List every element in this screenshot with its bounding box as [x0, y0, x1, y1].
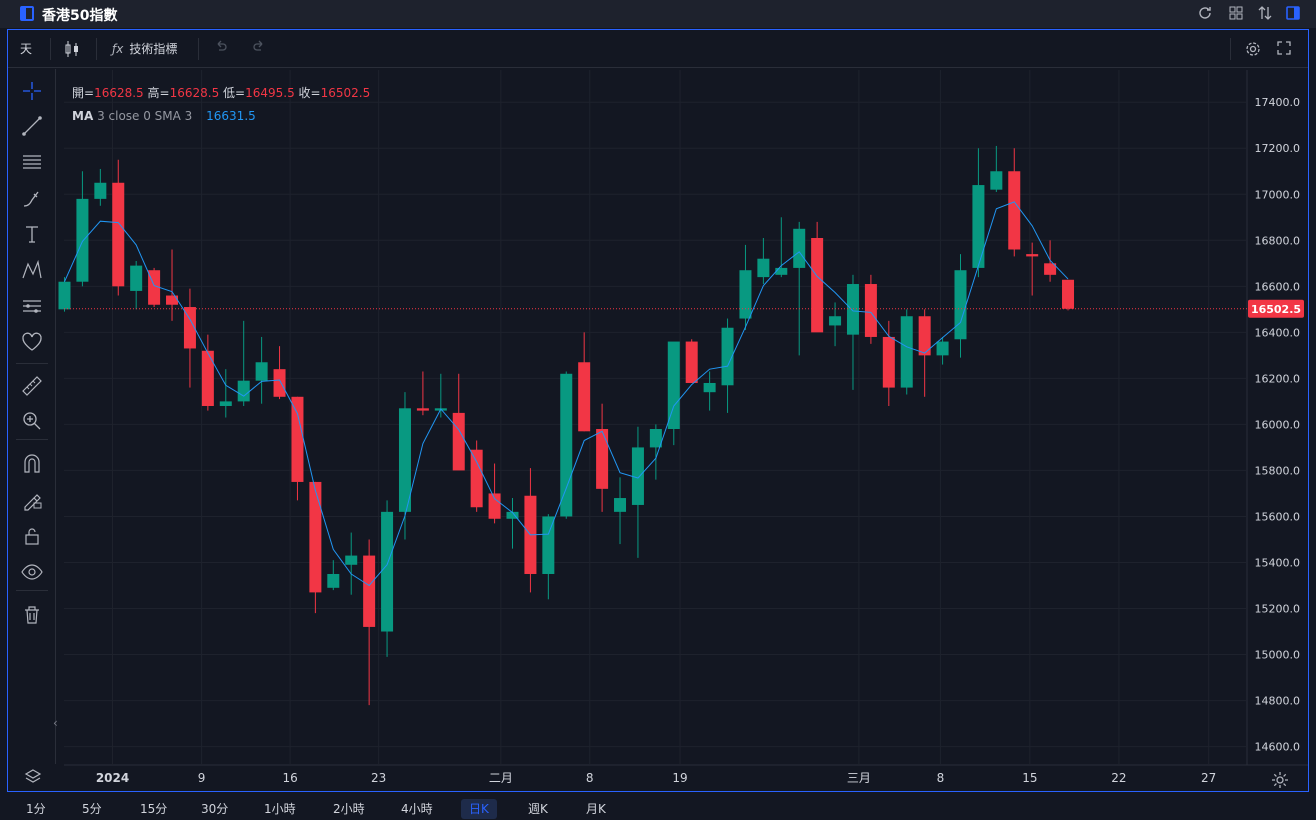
- open-label: 開=: [72, 86, 95, 100]
- settings-icon[interactable]: [1244, 40, 1262, 58]
- high-value: 16628.5: [169, 86, 220, 100]
- drawing-toolbar: [8, 69, 56, 764]
- toolbar-divider: [96, 38, 97, 60]
- ma-params: 3 close 0 SMA 3: [97, 109, 193, 123]
- trash-icon[interactable]: [20, 603, 44, 627]
- tf-30m[interactable]: 30分: [201, 802, 229, 816]
- toolbar-divider: [50, 38, 51, 60]
- tf-4h[interactable]: 4小時: [401, 802, 433, 816]
- redo-icon[interactable]: [252, 40, 266, 58]
- timeframe-bar: 1分 5分 15分 30分 1小時 2小時 4小時 日K 週K 月K: [8, 796, 1308, 820]
- low-label: 低=: [223, 86, 246, 100]
- toolbar-divider: [16, 439, 48, 440]
- chart-legend: 開=16628.5 高=16628.5 低=16495.5 收=16502.5 …: [72, 82, 370, 128]
- fullscreen-icon[interactable]: [1276, 40, 1292, 58]
- ma-value: 16631.5: [206, 109, 256, 123]
- zoom-in-icon[interactable]: [20, 409, 44, 433]
- ohlc-legend: 開=16628.5 高=16628.5 低=16495.5 收=16502.5: [72, 82, 370, 105]
- open-value: 16628.5: [94, 86, 144, 100]
- ma-name: MA: [72, 109, 94, 123]
- high-label: 高=: [147, 86, 170, 100]
- sort-arrows-icon[interactable]: [1256, 5, 1274, 23]
- chart-frame: [7, 29, 1309, 792]
- toolbar-divider: [1230, 38, 1231, 60]
- close-value: 16502.5: [320, 86, 371, 100]
- ruler-icon[interactable]: [20, 374, 44, 398]
- window-title: 香港50指數: [42, 8, 118, 24]
- close-label: 收=: [298, 86, 321, 100]
- layers-icon[interactable]: [24, 768, 42, 786]
- brush-icon[interactable]: [20, 186, 44, 210]
- refresh-icon[interactable]: [1196, 5, 1214, 23]
- collapse-toolbar-icon[interactable]: ‹: [53, 716, 58, 730]
- tf-weekly[interactable]: 週K: [528, 802, 548, 816]
- title-bar: 香港50指數: [0, 0, 1316, 28]
- interval-button[interactable]: 天: [20, 42, 33, 56]
- horizontal-lines-icon[interactable]: [20, 150, 44, 174]
- trendline-icon[interactable]: [20, 114, 44, 138]
- chart-settings-icon[interactable]: [1271, 771, 1289, 789]
- magnet-icon[interactable]: [20, 452, 44, 476]
- function-icon: ƒx: [112, 42, 124, 56]
- indicators-button[interactable]: ƒx 技術指標: [112, 40, 177, 58]
- eye-icon[interactable]: [20, 560, 44, 584]
- toolbar-divider: [16, 363, 48, 364]
- panel-toggle-icon[interactable]: [1284, 5, 1302, 23]
- tf-1m[interactable]: 1分: [26, 802, 46, 816]
- undo-icon[interactable]: [214, 40, 228, 58]
- candle-style-icon[interactable]: [64, 40, 80, 58]
- tf-15m[interactable]: 15分: [140, 802, 168, 816]
- indicators-label: 技術指標: [129, 42, 178, 56]
- sidebar-toggle-icon[interactable]: [20, 6, 34, 21]
- pattern-icon[interactable]: [20, 258, 44, 282]
- toolbar-divider: [198, 38, 199, 60]
- ma-legend[interactable]: MA 3 close 0 SMA 3 16631.5: [72, 105, 370, 128]
- unlock-icon[interactable]: [20, 524, 44, 548]
- tf-1h[interactable]: 1小時: [264, 802, 296, 816]
- layout-grid-icon[interactable]: [1227, 5, 1245, 23]
- forecast-icon[interactable]: [20, 294, 44, 318]
- top-toolbar: 天 ƒx 技術指標: [8, 30, 1308, 68]
- low-value: 16495.5: [245, 86, 295, 100]
- toolbar-divider: [16, 590, 48, 591]
- tf-daily[interactable]: 日K: [461, 799, 497, 819]
- tf-2h[interactable]: 2小時: [333, 802, 365, 816]
- lock-drawing-icon[interactable]: [20, 488, 44, 512]
- text-icon[interactable]: [20, 222, 44, 246]
- heart-icon[interactable]: [20, 330, 44, 354]
- crosshair-icon[interactable]: [20, 79, 44, 103]
- tf-monthly[interactable]: 月K: [586, 802, 606, 816]
- tf-5m[interactable]: 5分: [82, 802, 102, 816]
